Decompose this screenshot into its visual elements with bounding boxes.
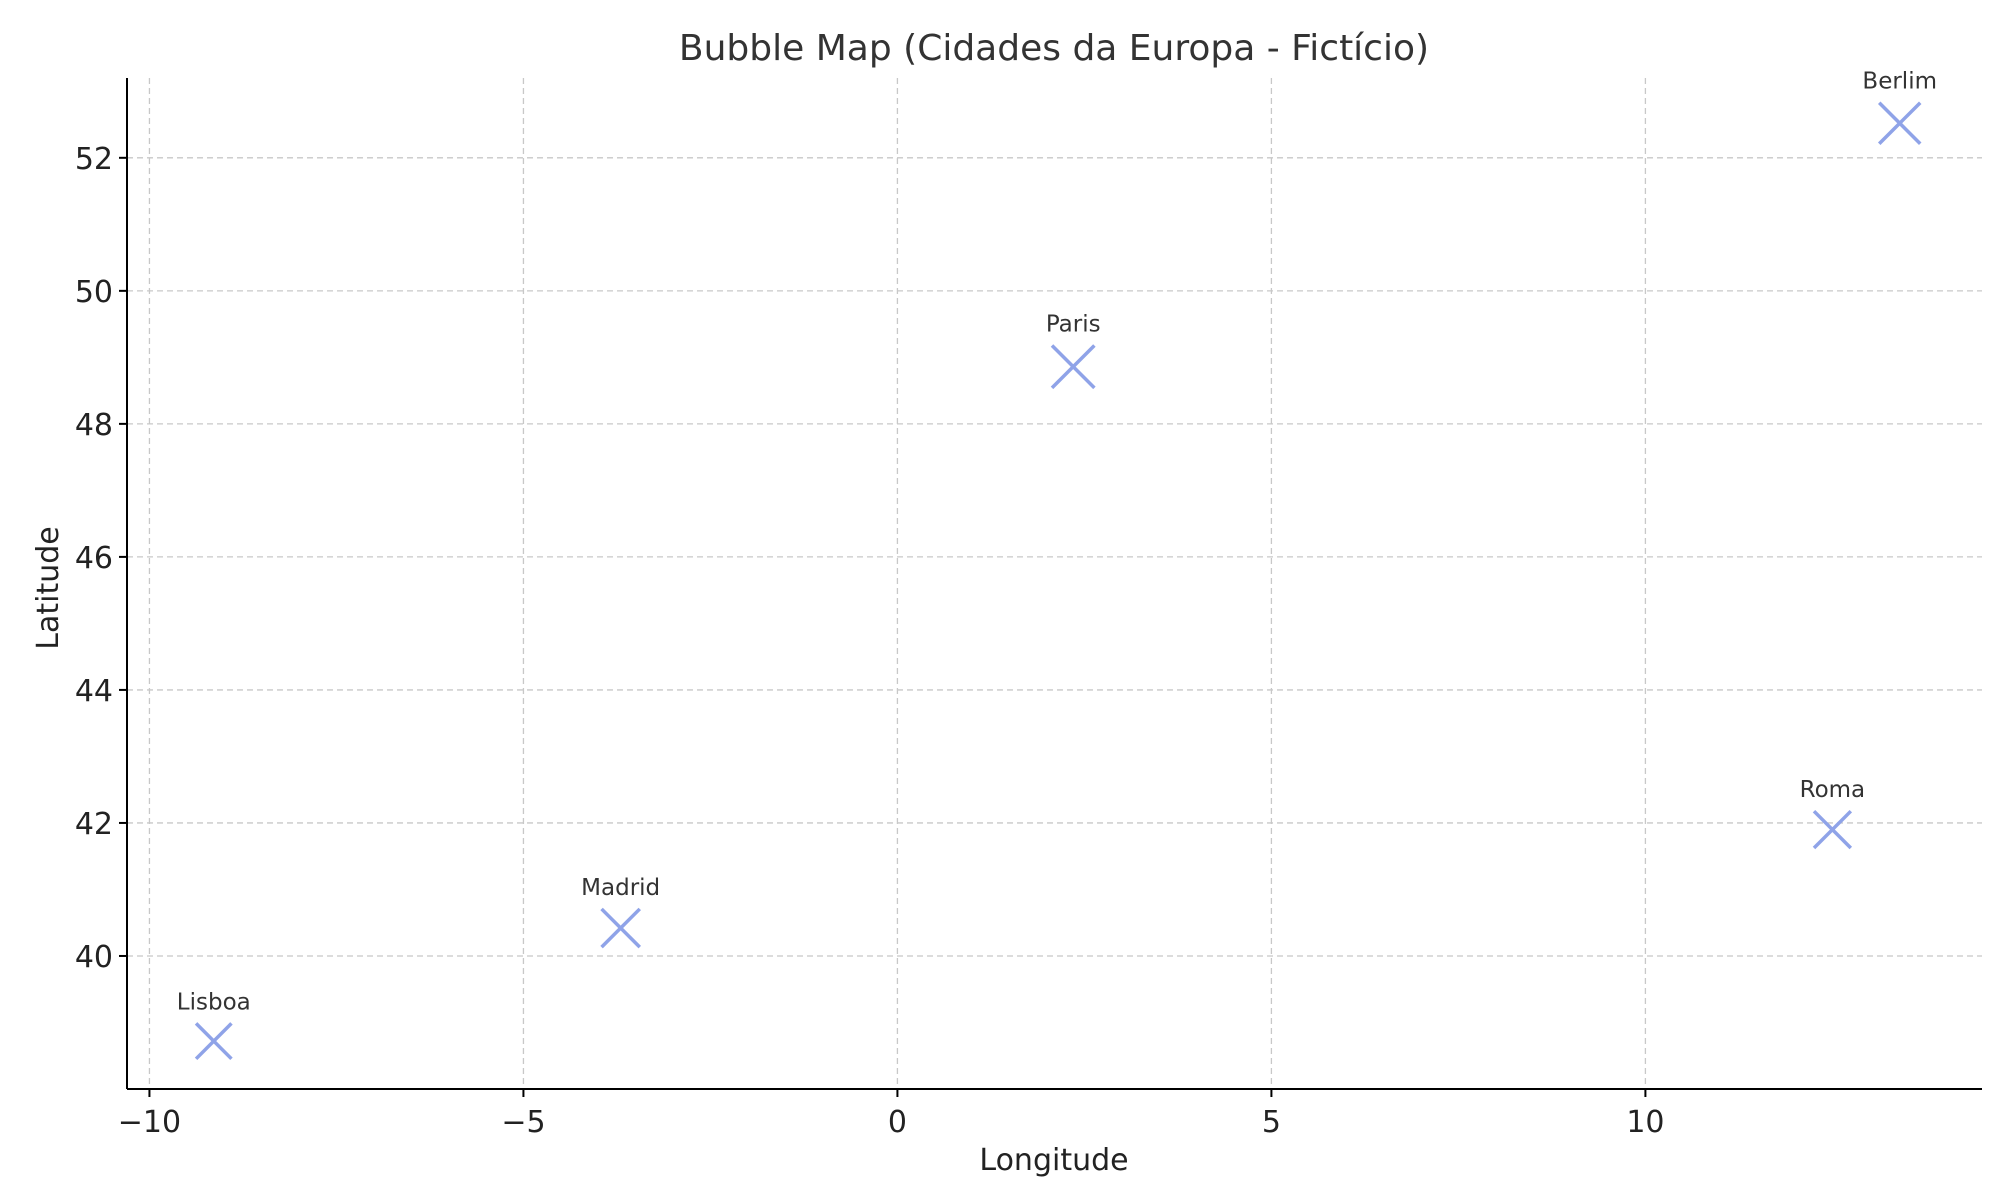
- x-tick-label: −5: [501, 1105, 545, 1140]
- y-tick-label: 48: [75, 408, 113, 443]
- grid: [127, 78, 1982, 1089]
- city-marker: [1877, 101, 1922, 145]
- marker-stroke: [1877, 101, 1922, 145]
- y-tick-label: 50: [75, 275, 113, 310]
- y-tick-label: 42: [75, 807, 113, 842]
- city-marker: [1812, 809, 1853, 850]
- y-tick-label: 40: [75, 940, 113, 975]
- x-tick-label: 5: [1262, 1105, 1281, 1140]
- y-axis-label: Latitude: [31, 526, 66, 649]
- city-marker: [1050, 344, 1096, 390]
- city-label: Lisboa: [177, 989, 251, 1015]
- city-label: Madrid: [581, 875, 660, 901]
- city-label: Paris: [1046, 311, 1101, 337]
- y-tick-label: 46: [75, 541, 113, 576]
- city-marker: [600, 907, 642, 949]
- marker-stroke: [1812, 809, 1853, 850]
- city-label: Berlim: [1862, 69, 1937, 95]
- axes-spines: [126, 78, 1982, 1090]
- marker-stroke: [600, 907, 642, 949]
- x-axis-label: Longitude: [979, 1143, 1128, 1178]
- data-points: Lisboa Madrid Paris Roma Berlim: [177, 69, 1937, 1061]
- city-label: Roma: [1800, 777, 1866, 803]
- y-tick-label: 52: [75, 142, 113, 177]
- x-tick-label: 10: [1626, 1105, 1664, 1140]
- x-tick-label: −10: [118, 1105, 181, 1140]
- city-marker: [194, 1022, 233, 1061]
- chart-title: Bubble Map (Cidades da Europa - Fictício…: [679, 28, 1429, 69]
- ticks: −10 −5 0 5 10 40 42 44 46 48 50 52: [75, 142, 1665, 1140]
- marker-stroke: [194, 1022, 233, 1061]
- x-tick-label: 0: [888, 1105, 907, 1140]
- marker-stroke: [1050, 344, 1096, 390]
- y-tick-label: 44: [75, 674, 113, 709]
